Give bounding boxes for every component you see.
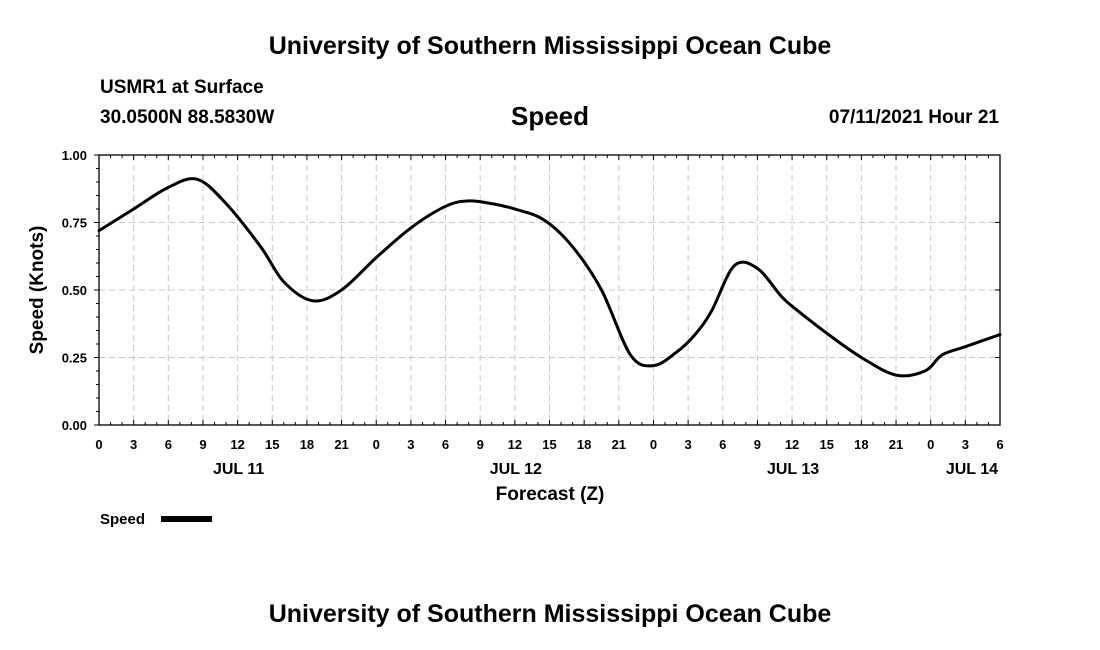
footer-title: University of Southern Mississippi Ocean… xyxy=(268,600,832,628)
x-tick-label: 12 xyxy=(230,437,244,452)
grid-lines xyxy=(99,155,1000,425)
legend-swatch xyxy=(161,516,212,522)
coordinates-label: 30.0500N 88.5830W xyxy=(100,107,275,128)
x-tick-label: 9 xyxy=(477,437,484,452)
x-tick-label: 0 xyxy=(373,437,380,452)
x-tick-label: 6 xyxy=(165,437,172,452)
x-tick-label: 15 xyxy=(819,437,833,452)
x-tick-label: 21 xyxy=(612,437,626,452)
x-tick-label: 9 xyxy=(754,437,761,452)
day-label: JUL 12 xyxy=(490,461,542,478)
y-axis-label: Speed (Knots) xyxy=(27,226,48,355)
x-tick-label: 0 xyxy=(95,437,102,452)
x-tick-label: 12 xyxy=(785,437,799,452)
day-label: JUL 13 xyxy=(767,461,819,478)
y-tick-label: 0.75 xyxy=(62,216,87,231)
y-tick-labels: 0.00 0.25 0.50 0.75 1.00 xyxy=(62,148,87,433)
y-tick-label: 0.25 xyxy=(62,351,87,366)
x-tick-label: 6 xyxy=(996,437,1003,452)
x-tick-label: 3 xyxy=(962,437,969,452)
x-tick-label: 0 xyxy=(927,437,934,452)
x-tick-label: 18 xyxy=(577,437,591,452)
x-axis-label: Forecast (Z) xyxy=(496,484,605,505)
series-line-speed xyxy=(97,177,1002,378)
x-tick-label: 6 xyxy=(719,437,726,452)
variable-label: Speed xyxy=(510,101,590,131)
x-tick-label: 3 xyxy=(684,437,691,452)
chart-title: University of Southern Mississippi Ocean… xyxy=(268,32,832,60)
x-tick-label: 21 xyxy=(334,437,348,452)
day-label: JUL 14 xyxy=(946,461,998,478)
x-tick-label: 6 xyxy=(442,437,449,452)
x-tick-label: 15 xyxy=(542,437,556,452)
station-label: USMR1 at Surface xyxy=(100,77,264,98)
x-tick-label: 15 xyxy=(265,437,279,452)
legend-label: Speed xyxy=(100,511,145,528)
x-tick-label: 9 xyxy=(199,437,206,452)
plot-frame xyxy=(98,154,1001,426)
y-tick-label: 1.00 xyxy=(62,148,87,163)
x-tick-label: 21 xyxy=(889,437,903,452)
x-tick-label: 0 xyxy=(650,437,657,452)
x-tick-label: 3 xyxy=(407,437,414,452)
datetime-label: 07/11/2021 Hour 21 xyxy=(828,107,999,128)
y-tick-label: 0.00 xyxy=(62,418,87,433)
y-tick-label: 0.50 xyxy=(62,283,87,298)
x-tick-label: 12 xyxy=(508,437,522,452)
x-tick-label: 18 xyxy=(854,437,868,452)
x-tick-labels: 0 3 6 9 12 15 18 21 0 3 6 9 12 15 18 21 0 3 6 9 12 15 18 21 0 3 6 xyxy=(95,437,1003,452)
day-labels: JUL 11 JUL 12 JUL 13 JUL 14 xyxy=(213,461,998,478)
day-label: JUL 11 xyxy=(213,461,264,478)
x-tick-label: 3 xyxy=(130,437,137,452)
x-tick-label: 18 xyxy=(300,437,314,452)
